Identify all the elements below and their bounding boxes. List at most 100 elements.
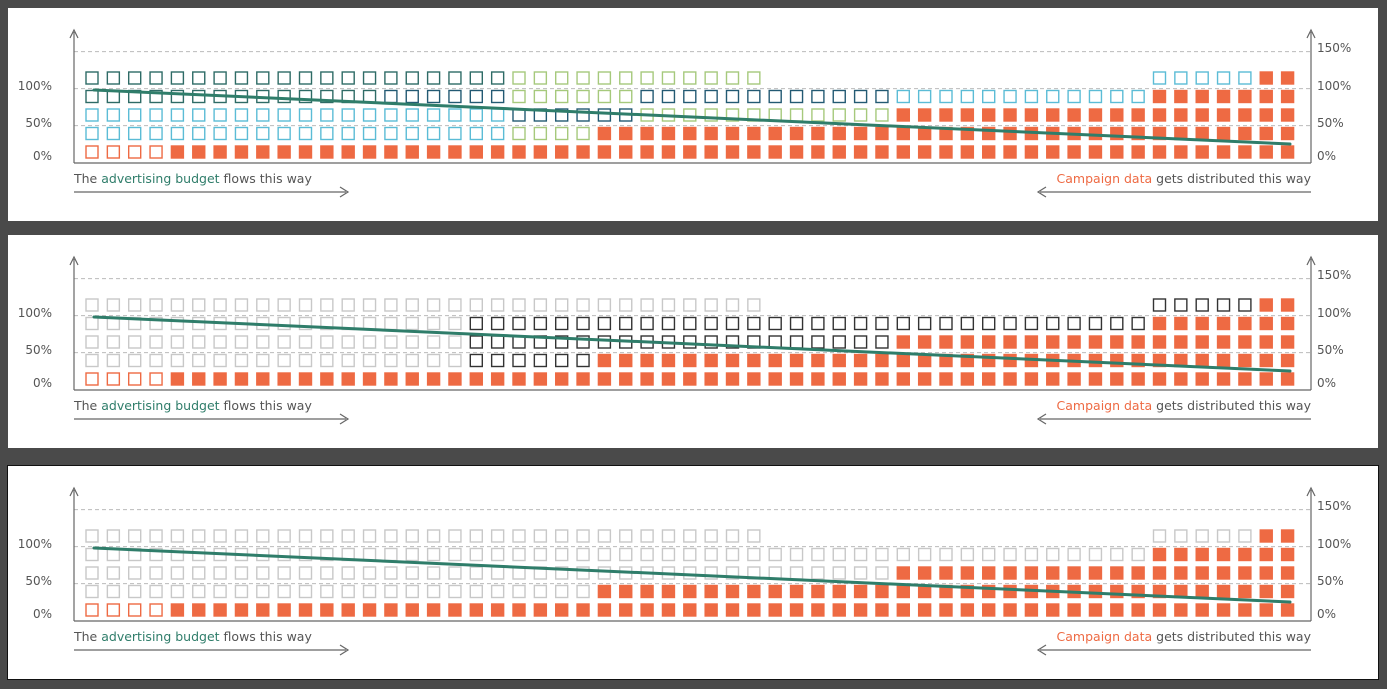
empty-square [704, 316, 718, 331]
empty-square [256, 108, 270, 122]
empty-square [853, 108, 868, 122]
filled-square [982, 372, 996, 386]
empty-square [597, 298, 612, 312]
empty-square [320, 566, 334, 580]
empty-square [1174, 298, 1188, 312]
empty-square [469, 547, 483, 562]
left-tick-label: 50% [25, 343, 52, 357]
filled-square [448, 603, 462, 617]
filled-square [1174, 603, 1188, 617]
filled-square [1046, 108, 1060, 122]
filled-square [789, 584, 804, 599]
empty-square [170, 316, 185, 331]
empty-square [149, 108, 163, 122]
filled-square [747, 126, 761, 141]
filled-square [1280, 335, 1295, 349]
empty-square [1152, 71, 1167, 85]
empty-square [384, 566, 398, 580]
left-axis-arrow-icon [69, 486, 79, 497]
filled-square [832, 145, 846, 159]
filled-square [747, 372, 761, 386]
empty-square [533, 353, 548, 368]
filled-square [1280, 584, 1295, 599]
filled-square [811, 584, 825, 599]
filled-square [1216, 547, 1231, 562]
empty-square [106, 126, 121, 141]
filled-square [661, 584, 676, 599]
left-caption-prefix: The [73, 629, 101, 644]
empty-square [1067, 547, 1081, 562]
filled-square [982, 335, 996, 349]
empty-square [704, 298, 718, 312]
chart-colored: 0% 50% 100% 0% 50% 100% 150% The advertising bu… [18, 28, 1351, 198]
filled-square [1216, 126, 1231, 141]
filled-square [725, 353, 740, 368]
empty-square [811, 316, 825, 331]
empty-square [277, 529, 291, 543]
filled-square [597, 126, 612, 141]
filled-square [1003, 566, 1017, 580]
filled-square [1280, 89, 1295, 104]
empty-square [277, 335, 291, 349]
empty-square [469, 316, 483, 331]
filled-square [747, 353, 761, 368]
filled-square [1195, 108, 1209, 122]
filled-square [1131, 566, 1145, 580]
filled-square [1195, 603, 1209, 617]
empty-square [277, 584, 291, 599]
filled-square [597, 372, 612, 386]
filled-square [640, 353, 654, 368]
filled-square [661, 372, 676, 386]
empty-square [149, 89, 163, 104]
empty-square [362, 316, 377, 331]
empty-square [512, 316, 526, 331]
empty-square [106, 298, 121, 312]
filled-square [1152, 372, 1167, 386]
filled-square [1174, 316, 1188, 331]
empty-square [405, 547, 419, 562]
filled-square [853, 145, 868, 159]
empty-square [512, 89, 526, 104]
empty-square [1131, 547, 1145, 562]
empty-square [533, 71, 548, 85]
filled-square [704, 145, 718, 159]
empty-square [85, 584, 99, 599]
empty-square [298, 71, 313, 85]
empty-square [576, 298, 590, 312]
empty-square [362, 126, 377, 141]
filled-square [1131, 335, 1145, 349]
filled-square [1259, 547, 1273, 562]
empty-square [533, 529, 548, 543]
empty-square [512, 298, 526, 312]
empty-square [576, 108, 590, 122]
panel-ghost[interactable]: 0% 50% 100% 0% 50% 100% 150% The advertising bu… [7, 465, 1379, 680]
empty-square [725, 529, 740, 543]
empty-square [405, 335, 419, 349]
empty-square [619, 89, 633, 104]
empty-square [341, 335, 355, 349]
empty-square [555, 566, 569, 580]
empty-square [1238, 529, 1252, 543]
empty-square [640, 298, 654, 312]
empty-square [917, 547, 932, 562]
empty-square [1024, 316, 1039, 331]
filled-square [683, 145, 697, 159]
filled-square [704, 372, 718, 386]
filled-square [512, 603, 526, 617]
filled-square [1152, 89, 1167, 104]
empty-square [853, 89, 868, 104]
empty-square [405, 108, 419, 122]
filled-square [1195, 584, 1209, 599]
empty-square [619, 298, 633, 312]
filled-square [1259, 372, 1273, 386]
empty-square [725, 547, 740, 562]
empty-square [426, 71, 441, 85]
empty-square [1003, 547, 1017, 562]
empty-square [939, 89, 953, 104]
empty-square [426, 566, 441, 580]
empty-square [469, 298, 483, 312]
empty-square [469, 584, 483, 599]
filled-square [1216, 89, 1231, 104]
trend-line [92, 546, 1292, 604]
filled-square [683, 584, 697, 599]
